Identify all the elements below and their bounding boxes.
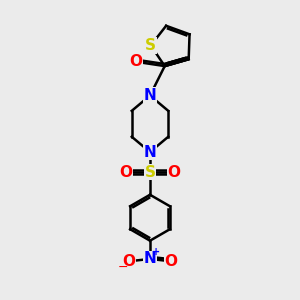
Text: N: N bbox=[144, 145, 156, 160]
Text: S: S bbox=[145, 165, 155, 180]
Text: S: S bbox=[145, 38, 156, 53]
Text: O: O bbox=[168, 165, 181, 180]
Text: −: − bbox=[118, 261, 128, 274]
Text: +: + bbox=[152, 248, 160, 257]
Text: O: O bbox=[129, 54, 142, 69]
Text: O: O bbox=[122, 254, 135, 269]
Text: O: O bbox=[119, 165, 132, 180]
Text: N: N bbox=[144, 251, 156, 266]
Text: N: N bbox=[144, 88, 156, 103]
Text: O: O bbox=[165, 254, 178, 269]
